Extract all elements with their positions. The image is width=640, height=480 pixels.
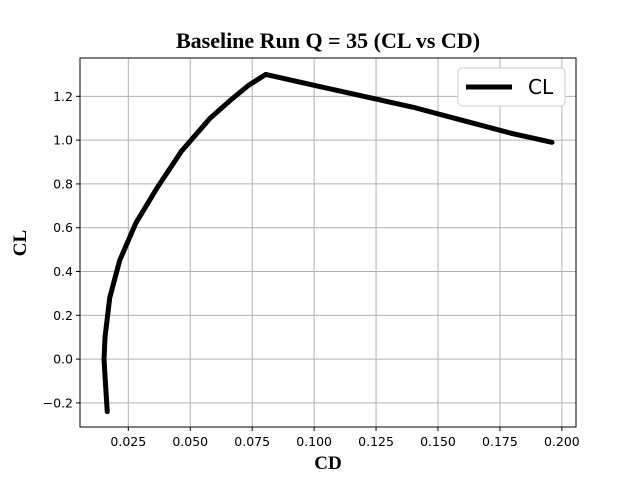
series-layer: [101, 71, 555, 415]
plot-frame: [79, 57, 577, 428]
x-axis-label: CD: [314, 453, 341, 474]
y-tick-label: 0.8: [53, 176, 73, 191]
chart-title: Baseline Run Q = 35 (CL vs CD): [176, 28, 480, 53]
legend: CL: [457, 67, 566, 107]
y-axis-label: CL: [10, 230, 31, 256]
legend-label-cl: CL: [528, 75, 554, 99]
series-line-cl: [101, 71, 555, 415]
x-tick-label: 0.200: [544, 434, 580, 449]
y-tick-label: 0.4: [53, 264, 73, 279]
y-tick-label: 0.0: [53, 352, 73, 367]
x-tick-label: 0.075: [234, 434, 270, 449]
y-tick-label: 0.2: [53, 308, 73, 323]
x-tick-label: 0.100: [296, 434, 332, 449]
x-tick-label: 0.050: [172, 434, 208, 449]
y-tick-label: 0.6: [53, 220, 73, 235]
x-tick-label: 0.150: [420, 434, 456, 449]
axis-ticks: 0.025 0.050 0.075 0.100 0.125 0.150 0.175 0.200…: [43, 89, 580, 449]
grid: [80, 58, 576, 427]
y-tick-label: 1.0: [53, 133, 73, 148]
x-tick-label: 0.175: [482, 434, 518, 449]
x-tick-label: 0.125: [358, 434, 394, 449]
y-tick-label: −0.2: [43, 395, 73, 410]
y-tick-label: 1.2: [53, 89, 73, 104]
x-tick-label: 0.025: [110, 434, 146, 449]
